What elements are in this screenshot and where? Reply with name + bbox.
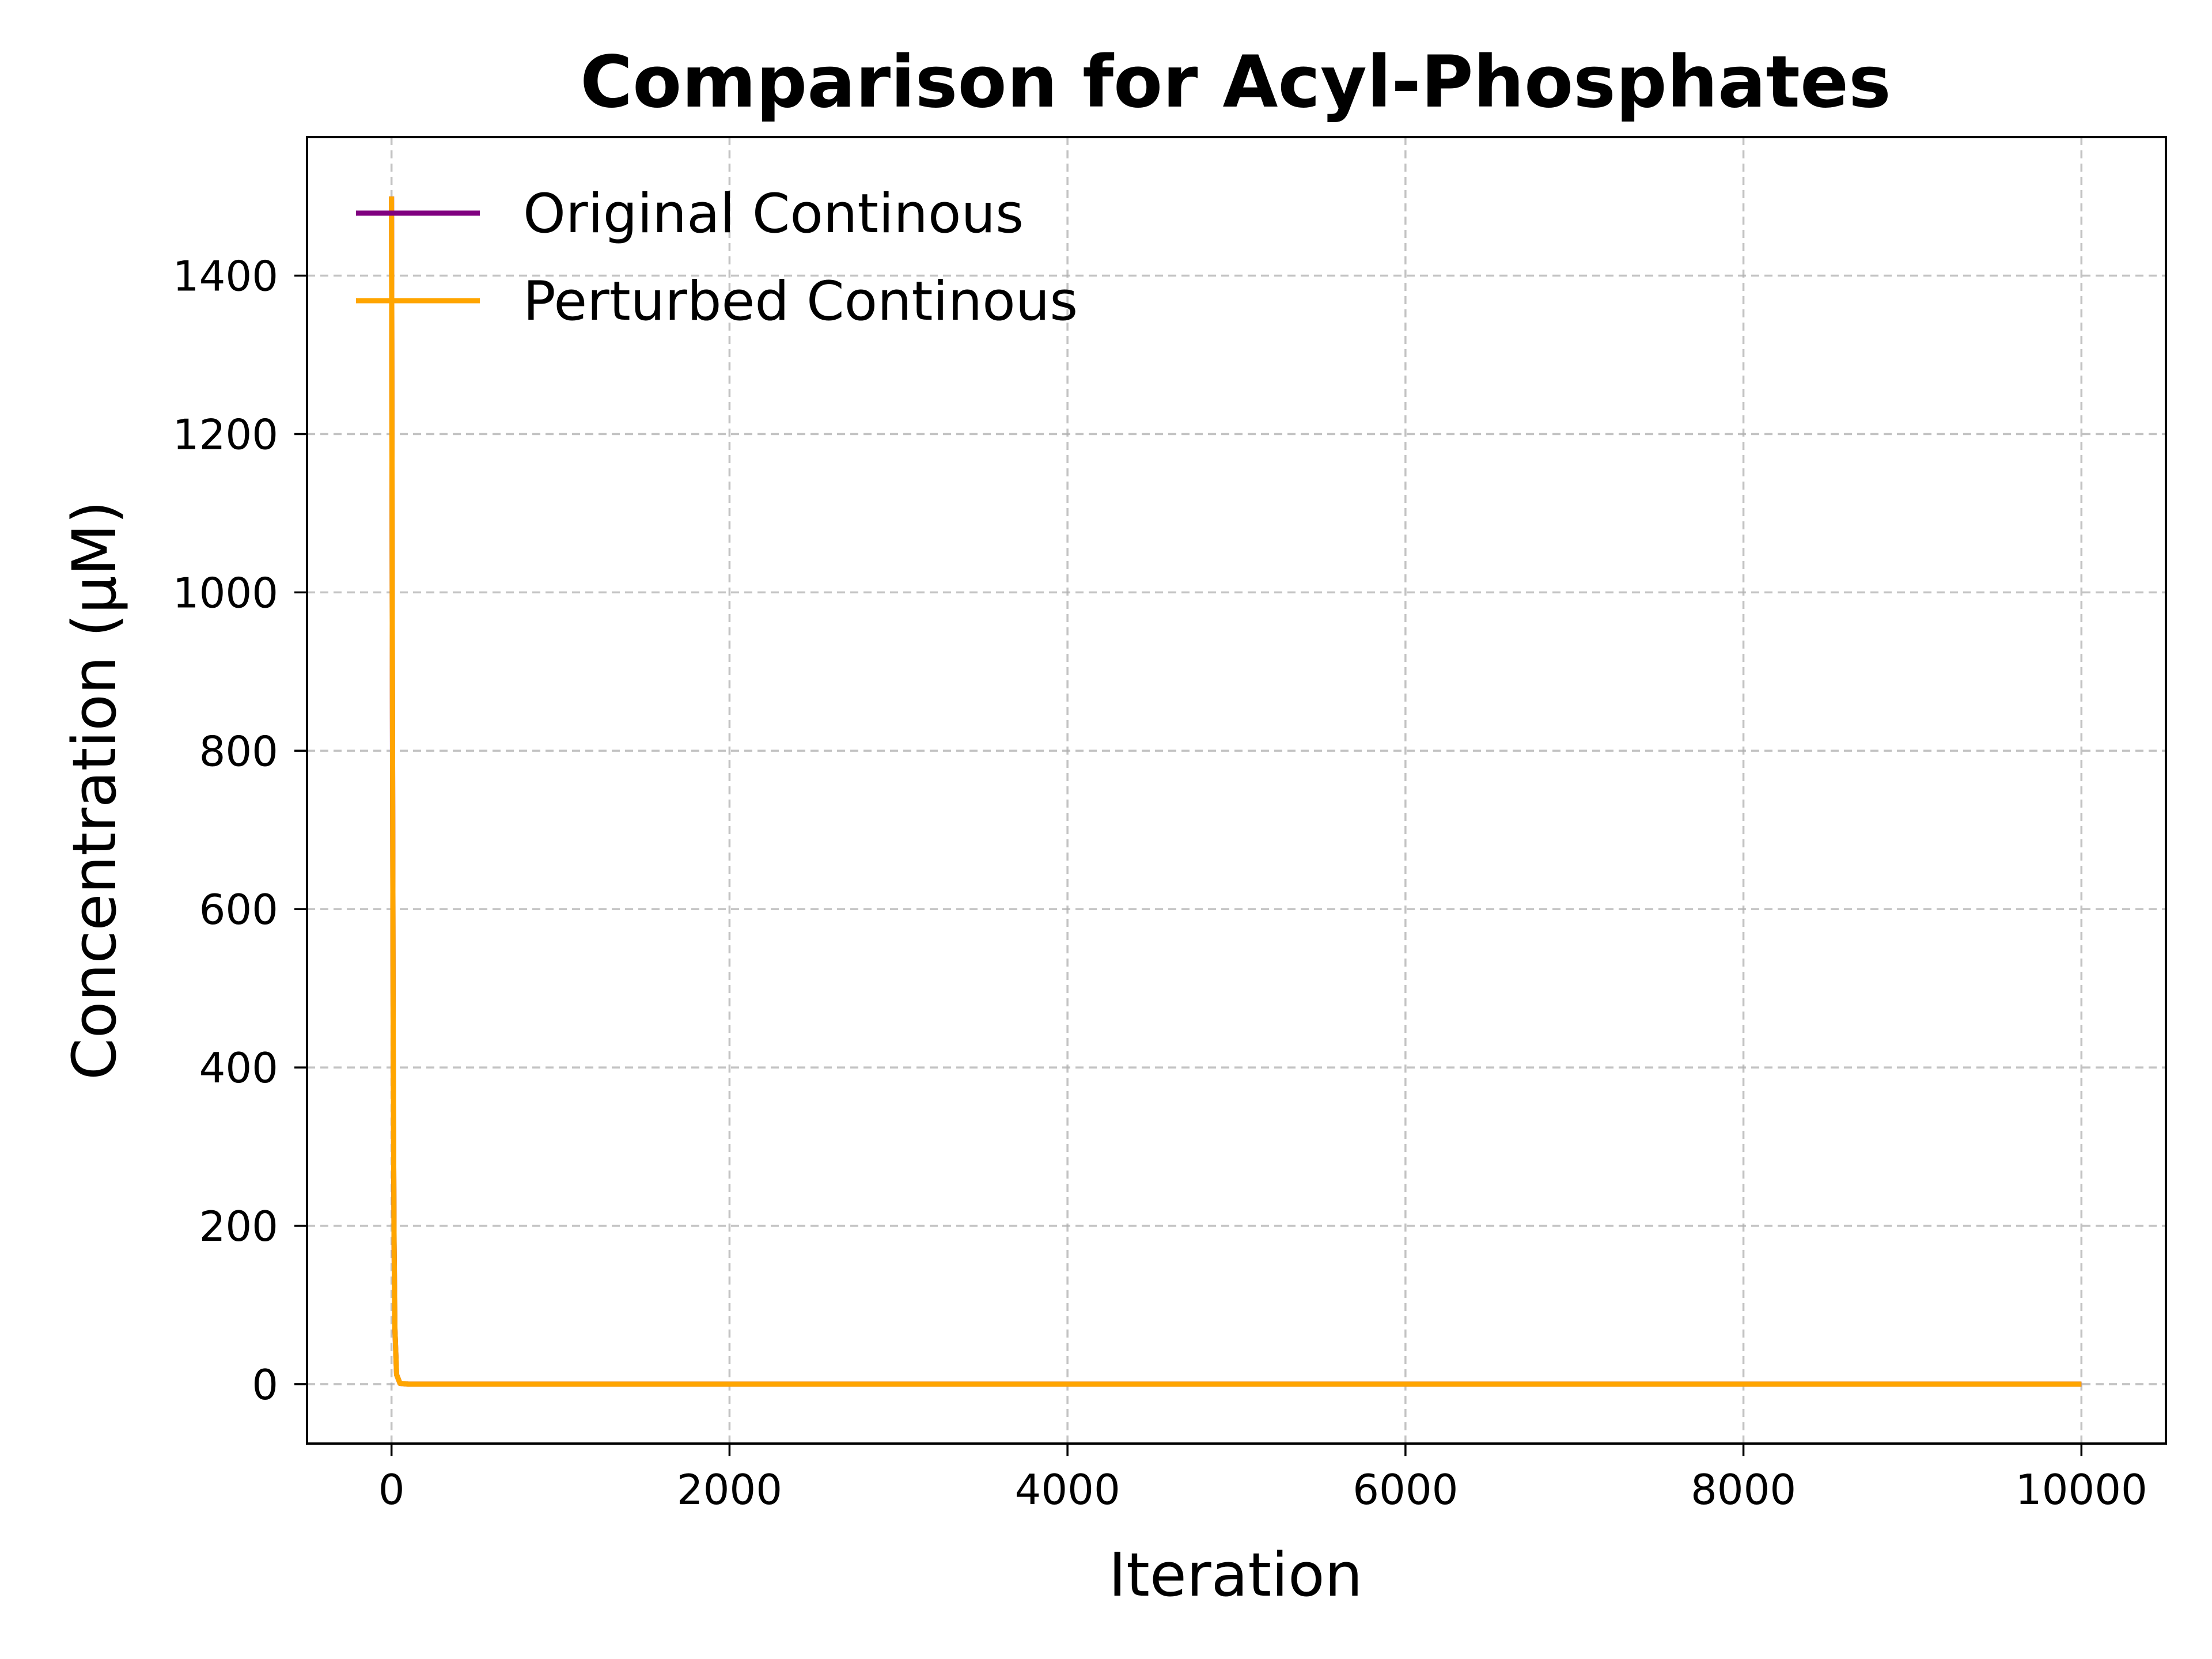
x-tick-label-4: 8000 <box>1691 1465 1796 1514</box>
legend: Original Continous Perturbed Continous <box>356 183 1078 333</box>
y-axis-label: Concentration (μM) <box>59 501 130 1080</box>
x-tick-label-5: 10000 <box>2016 1465 2147 1514</box>
y-tick-label-1: 200 <box>199 1202 278 1251</box>
y-axis: 0 200 400 600 800 1000 1200 1400 <box>173 252 307 1409</box>
chart-title: Comparison for Acyl-Phosphates <box>580 41 1891 124</box>
y-tick-label-2: 400 <box>199 1044 278 1092</box>
x-tick-label-0: 0 <box>378 1465 405 1514</box>
x-axis: 0 2000 4000 6000 8000 10000 <box>378 1444 2147 1514</box>
y-tick-label-3: 600 <box>199 885 278 934</box>
plot-frame <box>306 136 2167 1445</box>
series-layer <box>389 196 2082 1387</box>
series-line-1 <box>389 196 2082 1387</box>
x-tick-label-3: 6000 <box>1353 1465 1458 1514</box>
y-tick-label-5: 1000 <box>173 569 278 617</box>
legend-label-1: Perturbed Continous <box>523 270 1078 333</box>
x-tick-label-2: 4000 <box>1015 1465 1120 1514</box>
y-tick-label-0: 0 <box>252 1361 278 1409</box>
y-tick-label-6: 1200 <box>173 410 278 459</box>
x-axis-label: Iteration <box>1108 1540 1362 1610</box>
y-tick-label-7: 1400 <box>173 252 278 301</box>
legend-label-0: Original Continous <box>523 183 1024 245</box>
y-tick-label-4: 800 <box>199 727 278 775</box>
x-tick-label-1: 2000 <box>677 1465 782 1514</box>
